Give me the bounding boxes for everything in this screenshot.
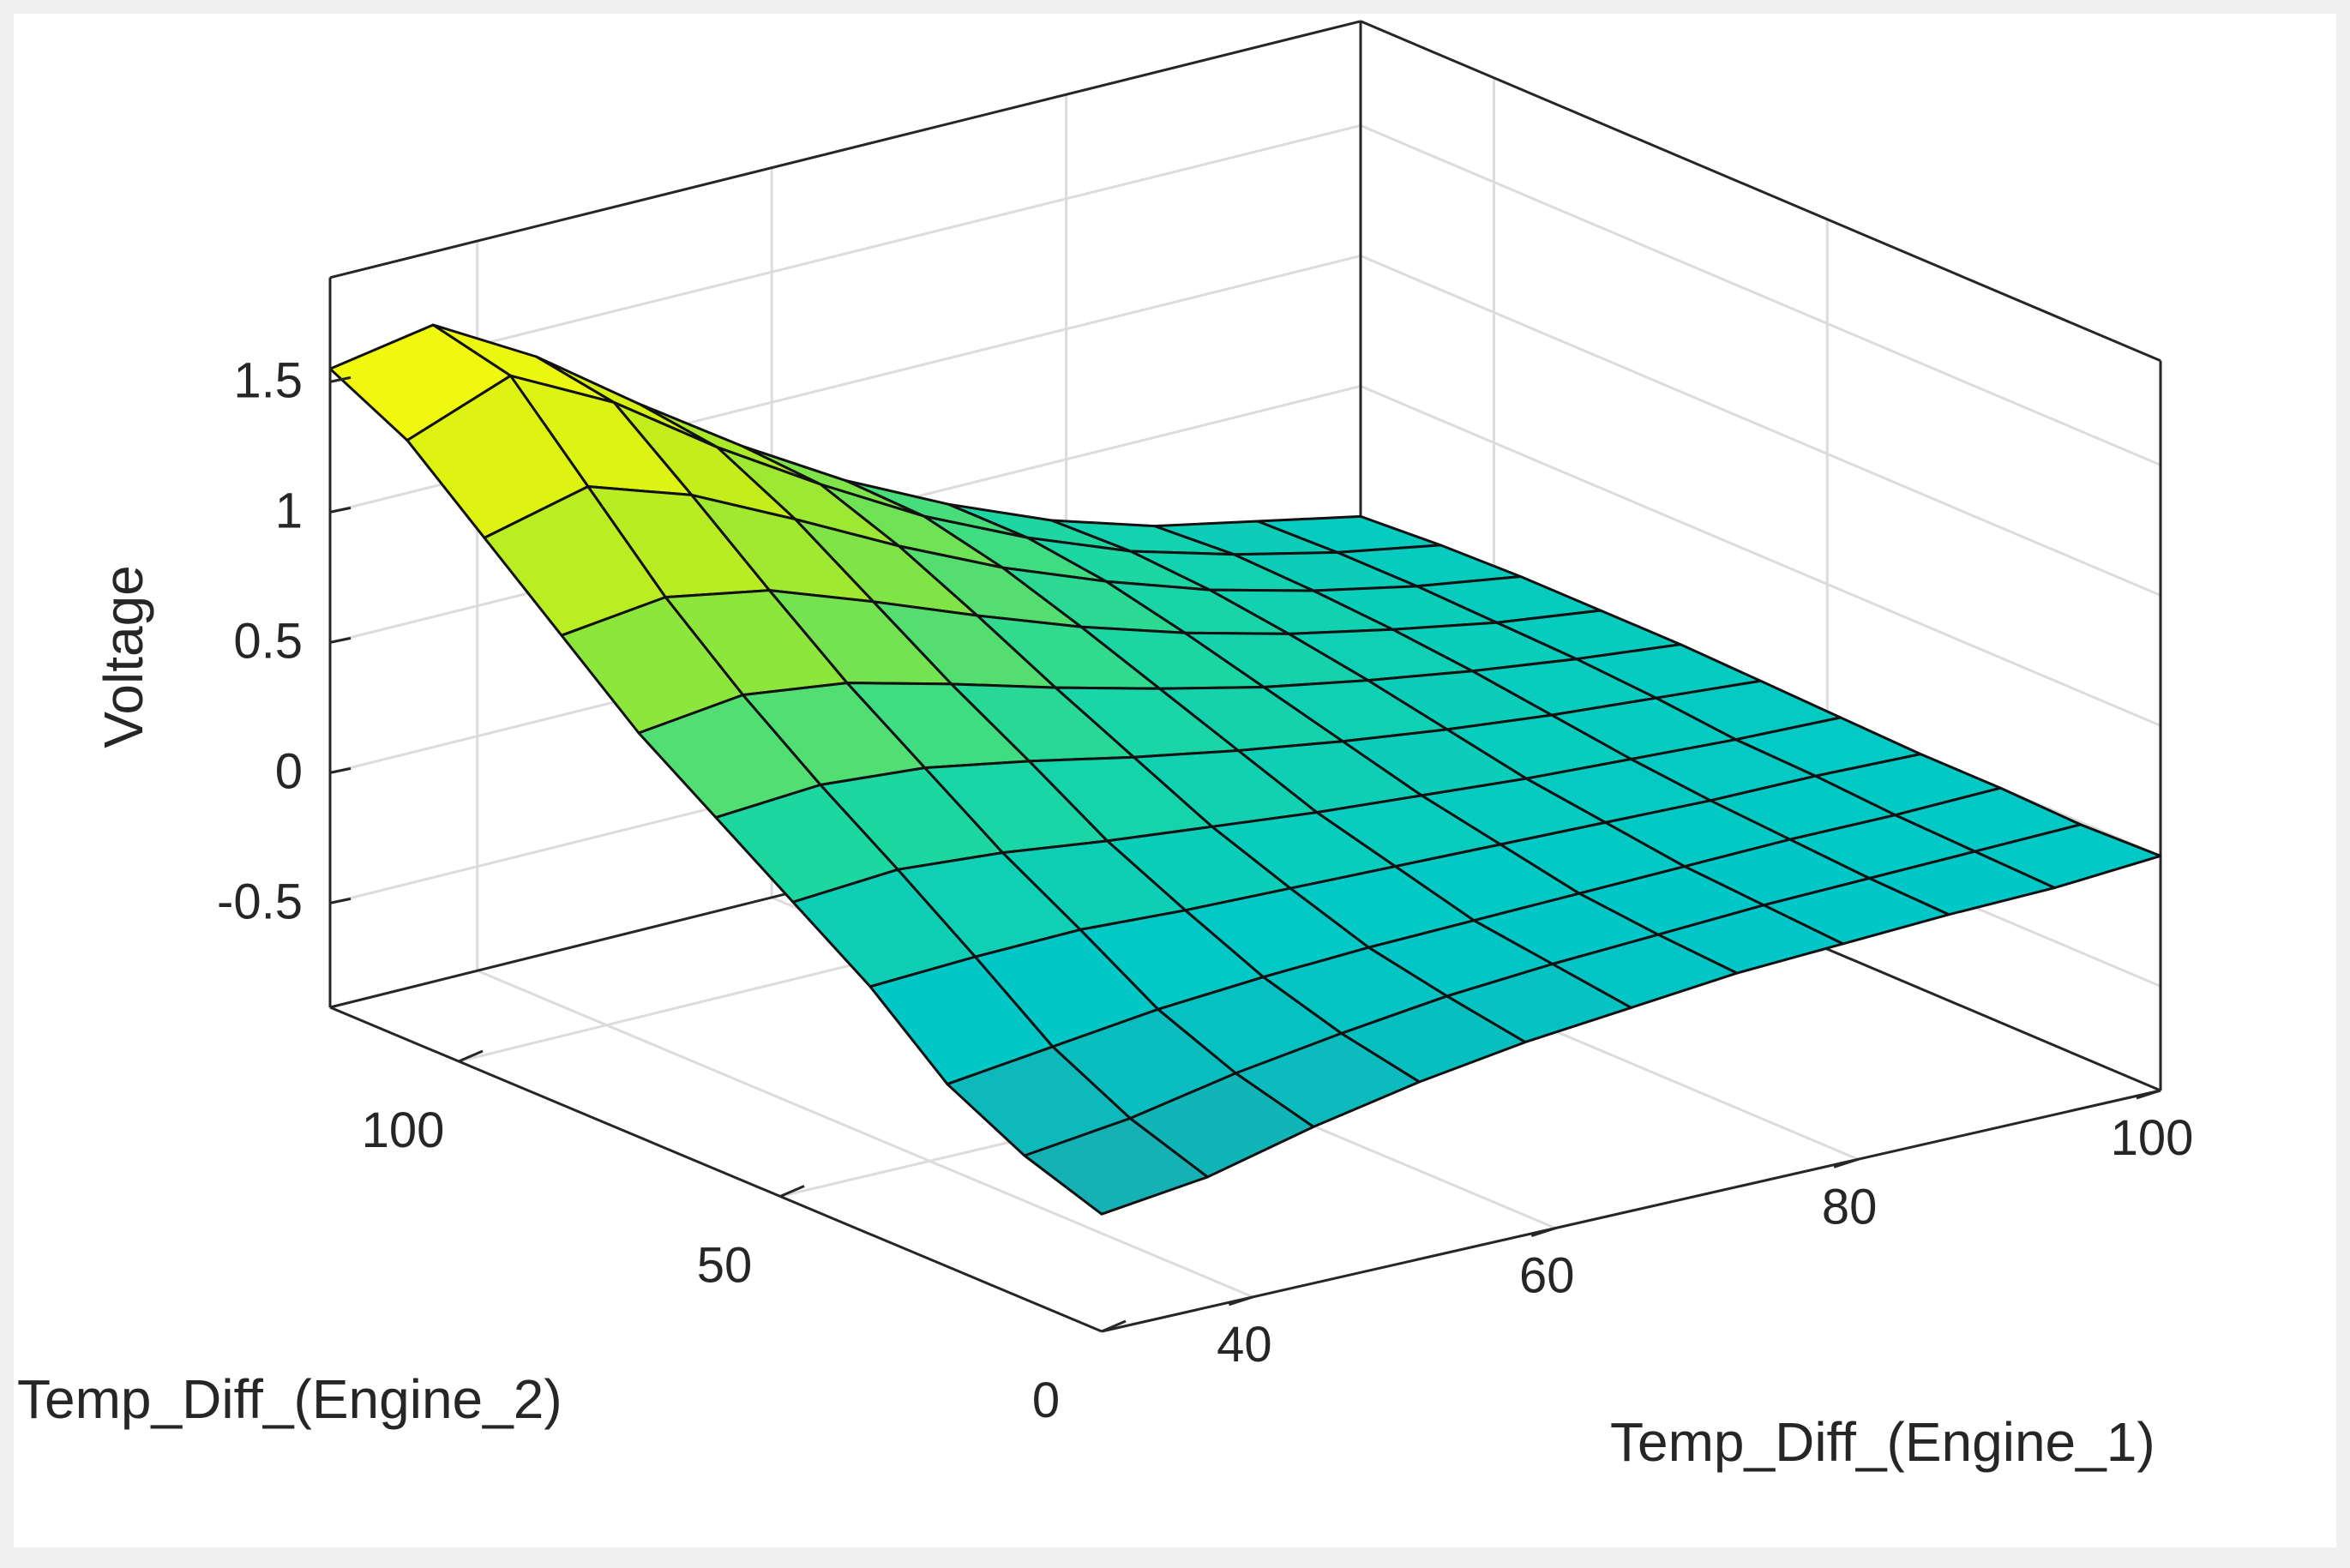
y-tick: [779, 1185, 805, 1198]
x-tick: [2136, 1089, 2161, 1100]
x-tick: [1833, 1157, 1859, 1168]
z-tick-label: -0.5: [217, 874, 303, 929]
x-axis-line: [1101, 1089, 2161, 1333]
x-tick: [1228, 1295, 1253, 1307]
z-tick-label: 0: [275, 743, 303, 799]
surface-mesh: [328, 323, 2162, 1216]
z-tick: [329, 897, 352, 904]
y-tick: [1101, 1319, 1127, 1333]
x-tick-label: 60: [1519, 1248, 1575, 1304]
y-tick-label: 100: [362, 1102, 445, 1158]
z-tick: [329, 375, 352, 383]
z-tick-label: 1: [275, 483, 303, 538]
grid-line: [329, 123, 1361, 383]
x-tick-label: 100: [2111, 1110, 2194, 1166]
axis-ticks: 40 60 80 100 0 50 100 -0.5 0 0.5 1 1.5: [217, 352, 2193, 1428]
plot-area: 40 60 80 100 0 50 100 -0.5 0 0.5 1 1.5 Voltage Temp…: [14, 14, 2336, 1547]
surface-chart: 40 60 80 100 0 50 100 -0.5 0 0.5 1 1.5 Voltage Temp…: [17, 20, 2193, 1473]
z-axis-label: Voltage: [93, 565, 154, 748]
y-axis-label: Temp_Diff_(Engine_2): [17, 1368, 562, 1430]
surface-face: [1023, 1117, 1209, 1216]
z-tick: [329, 766, 352, 774]
grid-line: [1360, 255, 2161, 597]
box-edge: [1360, 20, 2161, 363]
x-tick-label: 40: [1217, 1317, 1272, 1373]
box-edge: [329, 20, 1361, 279]
z-tick: [329, 506, 352, 514]
z-tick-label: 1.5: [233, 352, 303, 408]
grid-line: [1360, 124, 2161, 466]
x-axis-label: Temp_Diff_(Engine_1): [1610, 1411, 2155, 1473]
z-tick: [329, 636, 352, 644]
y-tick: [458, 1049, 484, 1063]
z-tick-label: 0.5: [233, 613, 303, 669]
x-tick: [1530, 1227, 1556, 1237]
y-tick-label: 0: [1032, 1373, 1060, 1428]
x-tick-label: 80: [1822, 1179, 1878, 1235]
y-tick-label: 50: [697, 1238, 753, 1294]
